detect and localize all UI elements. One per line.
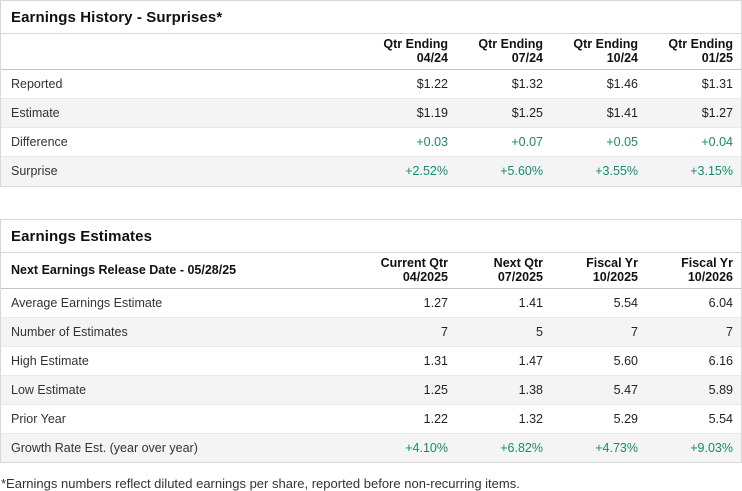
- cell-value: 5: [456, 316, 551, 346]
- column-header-next-qtr: Next Qtr 07/2025: [456, 252, 551, 289]
- cell-value: +0.04: [646, 127, 741, 157]
- cell-value: 7: [361, 316, 456, 346]
- cell-value: 5.60: [551, 345, 646, 375]
- cell-value: +4.10%: [361, 432, 456, 462]
- row-label: Number of Estimates: [1, 316, 361, 346]
- cell-value: 1.22: [361, 403, 456, 433]
- row-label: Reported: [11, 77, 63, 91]
- cell-value: +3.55%: [551, 156, 646, 186]
- row-label: Difference: [1, 127, 361, 157]
- cell-value: 5.54: [613, 295, 638, 310]
- cell-value: +0.05: [551, 127, 646, 157]
- header-spacer: [1, 34, 361, 70]
- cell-value: $1.46: [606, 77, 638, 91]
- cell-value: 6.04: [708, 295, 733, 310]
- row-label: Growth Rate Est. (year over year): [1, 432, 361, 462]
- row-label: Average Earnings Estimate: [11, 295, 163, 310]
- column-header-q4: Qtr Ending 01/25: [646, 34, 741, 70]
- table-row-low-estimate: Low Estimate 1.25 1.38 5.47 5.89: [1, 374, 741, 404]
- earnings-estimates-table: Earnings Estimates Next Earnings Release…: [0, 218, 742, 463]
- cell-value: $1.19: [361, 98, 456, 128]
- earnings-history-table: Earnings History - Surprises* Qtr Ending…: [0, 0, 742, 187]
- column-header-fiscal-yr-2025: Fiscal Yr 10/2025: [551, 252, 646, 289]
- cell-value: $1.32: [511, 77, 543, 91]
- earnings-estimates-title: Earnings Estimates: [1, 220, 741, 253]
- column-header-q1: Qtr Ending 04/24: [361, 34, 456, 70]
- cell-value: $1.31: [701, 77, 733, 91]
- cell-value: 1.31: [361, 345, 456, 375]
- earnings-footnote: *Earnings numbers reflect diluted earnin…: [1, 476, 520, 491]
- table-row-reported: Reported $1.22 $1.32 $1.46 $1.31: [1, 70, 741, 99]
- cell-value: 1.38: [456, 374, 551, 404]
- cell-value: $1.25: [456, 98, 551, 128]
- row-label: High Estimate: [1, 345, 361, 375]
- cell-value: +6.82%: [456, 432, 551, 462]
- column-header-q3: Qtr Ending 10/24: [551, 34, 646, 70]
- cell-value: 1.27: [423, 295, 448, 310]
- table-row-difference: Difference +0.03 +0.07 +0.05 +0.04: [1, 127, 741, 157]
- cell-value: 1.41: [518, 295, 543, 310]
- column-header-row: Qtr Ending 04/24 Qtr Ending 07/24 Qtr En…: [1, 34, 741, 70]
- table-row-high-estimate: High Estimate 1.31 1.47 5.60 6.16: [1, 345, 741, 375]
- row-label: Estimate: [1, 98, 361, 128]
- cell-value: 5.89: [646, 374, 741, 404]
- row-label: Low Estimate: [1, 374, 361, 404]
- cell-value: 5.54: [646, 403, 741, 433]
- cell-value: +0.03: [361, 127, 456, 157]
- table-row-number-of-estimates: Number of Estimates 7 5 7 7: [1, 316, 741, 346]
- column-header-current-qtr: Current Qtr 04/2025: [361, 252, 456, 289]
- cell-value: 1.25: [361, 374, 456, 404]
- column-header-row: Next Earnings Release Date - 05/28/25 Cu…: [1, 252, 741, 289]
- earnings-history-title: Earnings History - Surprises*: [1, 1, 741, 34]
- cell-value: $1.27: [646, 98, 741, 128]
- cell-value: 7: [646, 316, 741, 346]
- table-row-growth-rate: Growth Rate Est. (year over year) +4.10%…: [1, 432, 741, 462]
- cell-value: 1.32: [456, 403, 551, 433]
- earnings-history-grid: Qtr Ending 04/24 Qtr Ending 07/24 Qtr En…: [1, 34, 741, 186]
- row-label: Prior Year: [1, 403, 361, 433]
- table-row-estimate: Estimate $1.19 $1.25 $1.41 $1.27: [1, 98, 741, 128]
- cell-value: 5.47: [551, 374, 646, 404]
- row-label: Surprise: [1, 156, 361, 186]
- cell-value: +9.03%: [646, 432, 741, 462]
- table-row-surprise: Surprise +2.52% +5.60% +3.55% +3.15%: [1, 156, 741, 186]
- cell-value: +3.15%: [646, 156, 741, 186]
- cell-value: +0.07: [456, 127, 551, 157]
- table-gap: [0, 187, 742, 219]
- earnings-estimates-grid: Next Earnings Release Date - 05/28/25 Cu…: [1, 252, 741, 462]
- cell-value: 6.16: [646, 345, 741, 375]
- cell-value: +5.60%: [456, 156, 551, 186]
- cell-value: 1.47: [456, 345, 551, 375]
- table-row-prior-year: Prior Year 1.22 1.32 5.29 5.54: [1, 403, 741, 433]
- table-row-average-estimate: Average Earnings Estimate 1.27 1.41 5.54…: [1, 288, 741, 317]
- cell-value: $1.22: [416, 77, 448, 91]
- column-header-q2: Qtr Ending 07/24: [456, 34, 551, 70]
- cell-value: +4.73%: [551, 432, 646, 462]
- cell-value: 5.29: [551, 403, 646, 433]
- next-earnings-release-date: Next Earnings Release Date - 05/28/25: [1, 252, 361, 289]
- cell-value: 7: [551, 316, 646, 346]
- column-header-fiscal-yr-2026: Fiscal Yr 10/2026: [646, 252, 741, 289]
- cell-value: +2.52%: [361, 156, 456, 186]
- cell-value: $1.41: [551, 98, 646, 128]
